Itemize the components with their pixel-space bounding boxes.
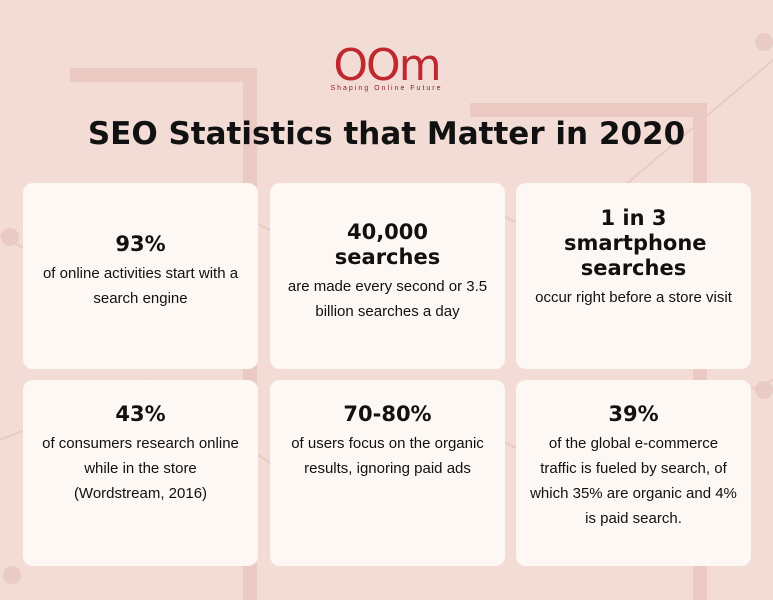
- stat-description: of consumers research online while in th…: [42, 435, 239, 502]
- stat-description: of users focus on the organic results, i…: [291, 435, 484, 477]
- stat-description: are made every second or 3.5 billion sea…: [287, 278, 488, 320]
- stat-description: of the global e-commerce traffic is fuel…: [530, 435, 737, 527]
- logo-mark: OOm: [0, 44, 773, 88]
- stat-card: 1 in 3 smartphone searches occur right b…: [516, 183, 751, 369]
- stat-card: 43% of consumers research online while i…: [23, 380, 258, 566]
- stat-card: 39% of the global e-commerce traffic is …: [516, 380, 751, 566]
- stat-card: 93% of online activities start with a se…: [23, 183, 258, 369]
- stat-value: 43%: [115, 402, 166, 426]
- stat-card: 70-80% of users focus on the organic res…: [270, 380, 505, 566]
- logo-mark-text: OOm: [333, 40, 441, 91]
- stat-card: 40,000 searches are made every second or…: [270, 183, 505, 369]
- stat-description: of online activities start with a search…: [42, 265, 239, 307]
- stat-value: 93%: [115, 232, 166, 256]
- stat-value: 70-80%: [343, 402, 432, 426]
- page-title: SEO Statistics that Matter in 2020: [87, 116, 686, 152]
- stat-value: 1 in 3 smartphone searches: [564, 206, 707, 280]
- logo-tagline: Shaping Online Future: [330, 85, 443, 92]
- stat-value: 40,000 searches: [334, 220, 441, 269]
- stat-description: occur right before a store visit: [535, 289, 732, 306]
- stat-value: 39%: [608, 402, 659, 426]
- brand-logo: OOm Shaping Online Future: [0, 44, 773, 93]
